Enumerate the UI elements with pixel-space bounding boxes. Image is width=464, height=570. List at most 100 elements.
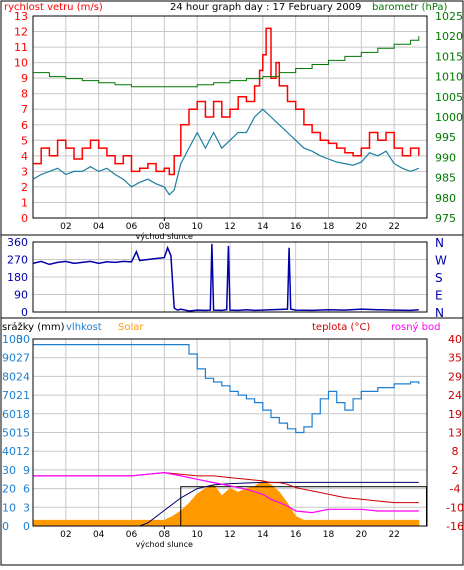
- temperature-tick: 24: [448, 389, 462, 402]
- wind-x-tick: 16: [290, 222, 302, 232]
- wind-x-tick: 22: [388, 222, 399, 232]
- wind-sunrise-label: východ slunce: [136, 232, 193, 241]
- direction-left-tick: 90: [14, 289, 28, 302]
- wind-right-tick: 1025: [435, 10, 463, 23]
- wind-x-tick: 04: [93, 222, 105, 232]
- direction-right-label: N: [435, 236, 444, 250]
- wind-gust-series: [33, 27, 420, 176]
- temperature-tick: 19: [448, 408, 462, 421]
- weather-x-tick: 18: [323, 530, 335, 540]
- wind-right-tick: 995: [435, 131, 456, 144]
- temperature-tick: 2: [452, 464, 459, 477]
- rain-tick: 12: [16, 445, 30, 458]
- wind-average-series: [32, 108, 420, 196]
- wind-right-tick: 1000: [435, 111, 463, 124]
- wind-left-tick: 9: [21, 72, 28, 85]
- humidity-series: [33, 344, 420, 434]
- direction-series: [32, 243, 419, 312]
- weather-x-tick: 02: [60, 530, 71, 540]
- humidity-tick: 0: [2, 520, 9, 533]
- weather-x-tick: 22: [388, 530, 399, 540]
- wind-left-tick: 8: [21, 88, 28, 101]
- wind-x-tick: 18: [323, 222, 335, 232]
- wind-right-tick: 990: [435, 151, 456, 164]
- weather-plot-frame: [32, 338, 428, 527]
- wind-x-tick: 20: [356, 222, 368, 232]
- wind-x-tick: 02: [60, 222, 71, 232]
- solar-area: [32, 480, 420, 527]
- direction-right-label: E: [435, 289, 443, 303]
- wind-left-tick: 5: [21, 134, 28, 147]
- wind-x-tick: 08: [159, 222, 171, 232]
- direction-left-tick: 180: [7, 271, 28, 284]
- humidity-tick: 30: [2, 464, 16, 477]
- wind-right-tick: 1005: [435, 91, 463, 104]
- weather-x-tick: 12: [224, 530, 235, 540]
- direction-right-label: W: [435, 254, 447, 268]
- direction-plot-frame: [32, 241, 428, 313]
- rain-tick: 9: [23, 464, 30, 477]
- temperature-label: teplota (°C): [312, 322, 370, 333]
- wind-x-tick: 06: [126, 222, 138, 232]
- temperature-tick: 8: [452, 445, 459, 458]
- humidity-tick: 80: [2, 370, 16, 383]
- direction-right-label: S: [435, 271, 443, 285]
- wind-left-label: rychlost vetru (m/s): [4, 2, 103, 13]
- humidity-tick: 100: [2, 333, 23, 346]
- wind-left-tick: 1: [21, 196, 28, 209]
- rain-tick: 24: [16, 370, 30, 383]
- wind-left-tick: 10: [14, 57, 28, 70]
- humidity-tick: 10: [2, 501, 16, 514]
- wind-x-tick: 14: [257, 222, 269, 232]
- wind-right-tick: 1015: [435, 50, 463, 63]
- rain-tick: 27: [16, 352, 30, 365]
- wind-title: 24 hour graph day : 17 February 2009: [170, 2, 361, 13]
- dew-point-series: [33, 471, 419, 514]
- rain-tick: 0: [23, 520, 30, 533]
- direction-left-tick: 0: [21, 306, 28, 319]
- wind-right-tick: 1010: [435, 71, 463, 84]
- wind-left-tick: 0: [21, 212, 28, 225]
- temperature-tick: 40: [448, 333, 462, 346]
- temperature-tick: -10: [446, 501, 464, 514]
- weather-x-tick: 20: [356, 530, 368, 540]
- weather-x-tick: 06: [126, 530, 138, 540]
- wind-left-tick: 6: [21, 119, 28, 132]
- temperature-tick: 29: [448, 370, 462, 383]
- direction-left-tick: 360: [7, 236, 28, 249]
- weather-x-tick: 16: [290, 530, 302, 540]
- rain-label: srážky (mm): [2, 321, 65, 333]
- wind-left-tick: 7: [21, 103, 28, 116]
- solar-label: Solar: [118, 322, 144, 333]
- wind-left-tick: 11: [14, 41, 28, 54]
- wind-plot-frame: [32, 15, 428, 219]
- rain-series: [33, 481, 419, 527]
- wind-right-tick: 1020: [435, 30, 463, 43]
- humidity-tick: 40: [2, 445, 16, 458]
- weather-x-tick: 10: [191, 530, 203, 540]
- weather-x-tick: 04: [93, 530, 105, 540]
- temperature-tick: 35: [448, 352, 462, 365]
- wind-right-tick: 975: [435, 212, 456, 225]
- wind-left-tick: 4: [21, 150, 28, 163]
- weather-x-tick: 08: [159, 530, 171, 540]
- wind-left-tick: 13: [14, 10, 28, 23]
- rain-tick: 18: [16, 408, 30, 421]
- weather-sunrise-label: východ slunce: [136, 540, 193, 549]
- wind-left-tick: 3: [21, 165, 28, 178]
- temperature-tick: -16: [446, 520, 464, 533]
- humidity-tick: 60: [2, 408, 16, 421]
- temperature-tick: 13: [448, 427, 462, 440]
- pressure-series: [33, 36, 420, 88]
- rain-tick: 6: [23, 483, 30, 496]
- wind-right-tick: 980: [435, 192, 456, 205]
- humidity-label: vlhkost: [66, 322, 102, 333]
- wind-x-tick: 12: [224, 222, 235, 232]
- humidity-tick: 90: [2, 352, 16, 365]
- rain-tick: 30: [16, 333, 30, 346]
- wind-right-tick: 985: [435, 172, 456, 185]
- rain-tick: 3: [23, 501, 30, 514]
